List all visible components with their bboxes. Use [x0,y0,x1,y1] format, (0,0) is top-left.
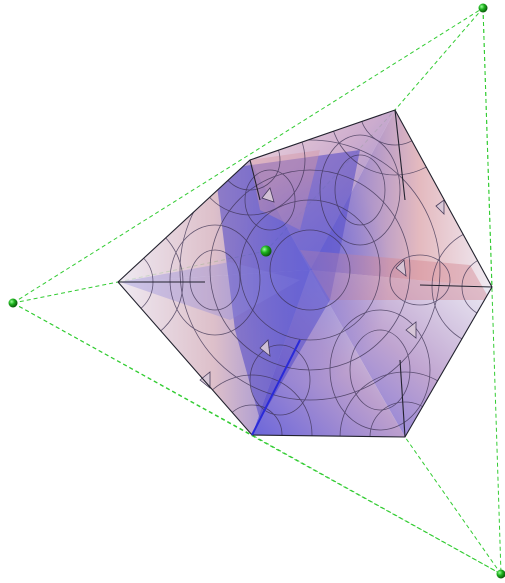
contour-arc [329,309,431,431]
contour-arc [334,154,386,226]
facet-marker [259,339,271,357]
contour-arc [349,329,411,411]
contour-arc [169,224,261,336]
facet-marker [395,259,407,277]
facet-marker [435,199,445,215]
vertex-ball-bottom-right[interactable] [496,569,505,579]
contour-arc [319,134,401,246]
vertex-ball-left[interactable] [8,298,18,308]
inner-edge [394,109,406,201]
inner-edge [399,359,406,438]
facet-marker [405,321,417,339]
vertex-ball-top-right[interactable] [478,3,488,13]
vertex-markers [8,3,505,579]
highlight-edge [251,339,301,436]
contour-arc [244,169,296,231]
contour-arc [339,371,471,437]
facet-marker [261,187,275,203]
contour-arc [179,139,441,401]
guide-line [482,7,493,288]
guide-line [12,302,253,436]
contour-arc [239,199,381,341]
guide-line [251,434,502,575]
contour-arc [389,254,451,306]
contour-arc [329,110,461,176]
guide-line [404,436,502,575]
contour-arc [269,229,351,311]
contour-arc [369,401,441,437]
guide-line [12,281,119,304]
inner-edge [419,284,493,288]
contour-arc [461,256,492,318]
guide-line [12,7,484,304]
vertex-ball-center[interactable] [260,245,272,257]
contour-arc [431,226,492,348]
inner-edge [249,159,261,201]
contour-arc [209,169,411,371]
guide-line [394,7,484,111]
contour-arc [189,249,241,311]
contour-arc [249,344,311,416]
polyhedron-body [117,109,493,438]
contour-arc [359,110,431,146]
center-glow [230,165,390,385]
